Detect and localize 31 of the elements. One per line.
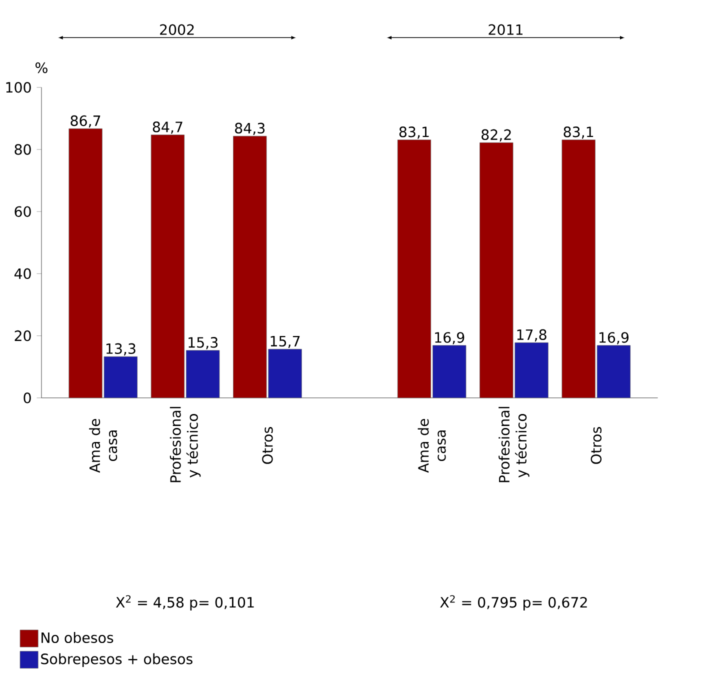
data-label: 83,1 [399, 126, 429, 139]
data-label: 16,9 [599, 332, 629, 344]
legend-label: No obesos [42, 632, 114, 643]
y-tick-label: 100 [6, 82, 31, 93]
x-tick-label: Ama de casa [418, 418, 446, 473]
y-tick-label: 60 [14, 206, 31, 217]
data-label: 13,3 [106, 343, 136, 356]
data-label: 16,9 [435, 332, 464, 344]
y-tick-label: 0 [24, 392, 31, 404]
legend-label: Sobrepesos + obesos [41, 653, 192, 667]
y-tick-label: 80 [14, 144, 31, 155]
data-label: 84,7 [152, 121, 182, 134]
data-label: 86,7 [70, 115, 100, 128]
x-tick-label: Profesional y técnico [170, 406, 201, 482]
y-tick-label: 20 [14, 330, 31, 341]
text: 2011 [488, 24, 522, 35]
data-label: 83,1 [564, 126, 594, 139]
data-label: 82,2 [482, 129, 511, 142]
text: X$^{2}$ = 4,58 p= 0,101 [116, 595, 254, 610]
text: X$^{2}$ = 0,795 p= 0,672 [440, 595, 587, 610]
data-label: 17,8 [517, 329, 546, 342]
data-label: 84,3 [235, 122, 265, 135]
data-label: 15,7 [270, 336, 300, 348]
data-label: 15,3 [188, 336, 218, 350]
x-tick-label: Otros [262, 426, 273, 464]
text: 2002 [160, 24, 194, 35]
x-tick-label: Profesional y técnico [498, 406, 530, 482]
x-tick-label: Ama de casa [89, 418, 118, 473]
x-tick-label: Otros [590, 426, 602, 464]
y-tick-label: 40 [14, 268, 31, 279]
y-axis-title: % [36, 62, 48, 73]
